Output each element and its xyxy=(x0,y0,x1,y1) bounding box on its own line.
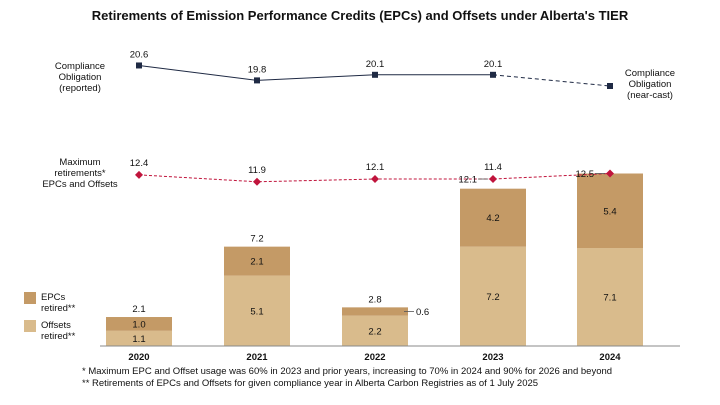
bar-offsets-2024 xyxy=(577,248,643,346)
maximum-marker-2024 xyxy=(606,169,614,178)
data-label-offsets-2024: 7.1 xyxy=(603,293,616,304)
maximum-label-2023: 12.1 xyxy=(459,175,478,186)
legend-offsets-line2: retired** xyxy=(41,331,76,342)
compliance-label-2023: 20.1 xyxy=(484,59,503,70)
bar-epcs-2020 xyxy=(106,317,172,331)
data-label-epcs-2023: 4.2 xyxy=(486,213,499,224)
data-label-epcs-2022: 0.6 xyxy=(416,307,429,318)
x-tick-label-2024: 2024 xyxy=(599,352,621,363)
bar-offsets-2023 xyxy=(460,246,526,346)
legend-swatch-epcs xyxy=(24,292,36,304)
compliance-label-2021: 19.8 xyxy=(248,64,267,75)
data-label-offsets-2021: 5.1 xyxy=(250,306,263,317)
compliance-label-2020: 20.6 xyxy=(130,49,149,60)
compliance-marker-2020 xyxy=(136,62,142,69)
maximum-marker-2022 xyxy=(371,175,379,184)
compliance-marker-2023 xyxy=(490,71,496,78)
footnote-2: ** Retirements of EPCs and Offsets for g… xyxy=(82,378,538,389)
compliance-reported-label: Compliance Obligation (reported) xyxy=(55,61,105,94)
maximum-label-2021: 11.9 xyxy=(248,165,266,176)
legend-epcs-line1: EPCs xyxy=(41,292,66,303)
total-label-2022: 2.8 xyxy=(368,294,381,305)
data-label-offsets-2020: 1.1 xyxy=(132,334,145,345)
data-label-epcs-2020: 1.0 xyxy=(132,319,145,330)
maximum-marker-2021 xyxy=(253,177,261,186)
compliance-line-reported xyxy=(138,64,493,81)
x-tick-label-2023: 2023 xyxy=(482,352,503,363)
x-axis: 2020 2021 2022 2023 2024 xyxy=(128,352,621,363)
compliance-nearcast-label: Compliance Obligation (near-cast) xyxy=(625,68,675,101)
data-label-offsets-2023: 7.2 xyxy=(486,292,499,303)
total-label-2023: 11.4 xyxy=(484,162,502,173)
compliance-line-nearcast xyxy=(492,74,611,87)
bar-epcs-2021 xyxy=(224,246,290,276)
legend-offsets-line1: Offsets xyxy=(41,320,71,331)
bar-epcs-2022 xyxy=(342,307,408,316)
maximum-marker-2020 xyxy=(135,170,143,179)
nearcast-label-line1: Compliance xyxy=(625,68,675,79)
maximum-retirements-label: Maximum retirements* EPCs and Offsets xyxy=(42,157,118,190)
compliance-marker-2021 xyxy=(254,77,260,84)
chart-title: Retirements of Emission Performance Cred… xyxy=(92,8,629,23)
maximum-label-2022: 12.1 xyxy=(366,162,385,173)
x-tick-label-2022: 2022 xyxy=(364,352,385,363)
nearcast-label-line2: Obligation xyxy=(629,79,672,90)
bar-offsets-2021 xyxy=(224,275,290,346)
bar-epcs-2023 xyxy=(460,188,526,247)
compliance-label-2022: 20.1 xyxy=(366,59,385,70)
bar-offsets-2022 xyxy=(342,315,408,346)
lines-layer: 20.6 19.8 20.1 20.1 12.4 11.9 12.1 12.1 11.4 12.5 xyxy=(130,49,614,186)
data-label-epcs-2024: 5.4 xyxy=(603,206,616,217)
total-label-2021: 7.2 xyxy=(250,234,263,245)
legend: EPCs retired** Offsets retired** xyxy=(24,292,76,342)
x-tick-label-2021: 2021 xyxy=(246,352,268,363)
maximum-marker-2023 xyxy=(489,175,497,184)
legend-swatch-offsets xyxy=(24,320,36,332)
maximum-label-line2: retirements* xyxy=(54,168,106,179)
maximum-label-2020: 12.4 xyxy=(130,158,149,169)
legend-epcs-line2: retired** xyxy=(41,303,76,314)
data-label-epcs-2021: 2.1 xyxy=(250,257,263,268)
bar-epcs-2024 xyxy=(577,173,643,249)
maximum-label-line3: EPCs and Offsets xyxy=(42,179,118,190)
compliance-label-line3: (reported) xyxy=(59,83,101,94)
bars-layer: 1.1 1.0 2.1 5.1 2.1 7.2 2.2 0.6 2.8 7.2 4.2 7.1 5.4 xyxy=(106,173,643,346)
compliance-marker-2022 xyxy=(372,71,378,78)
compliance-marker-2024 xyxy=(607,83,613,89)
footnote-1: * Maximum EPC and Offset usage was 60% i… xyxy=(82,366,612,377)
bar-offsets-2020 xyxy=(106,330,172,346)
total-label-2020: 2.1 xyxy=(132,304,145,315)
total-label-2024: 12.5 xyxy=(576,169,595,180)
nearcast-label-line3: (near-cast) xyxy=(627,90,673,101)
x-tick-label-2020: 2020 xyxy=(128,352,149,363)
compliance-label-line1: Compliance xyxy=(55,61,105,72)
data-label-offsets-2022: 2.2 xyxy=(368,326,381,337)
maximum-label-line1: Maximum xyxy=(59,157,100,168)
compliance-label-line2: Obligation xyxy=(59,72,102,83)
